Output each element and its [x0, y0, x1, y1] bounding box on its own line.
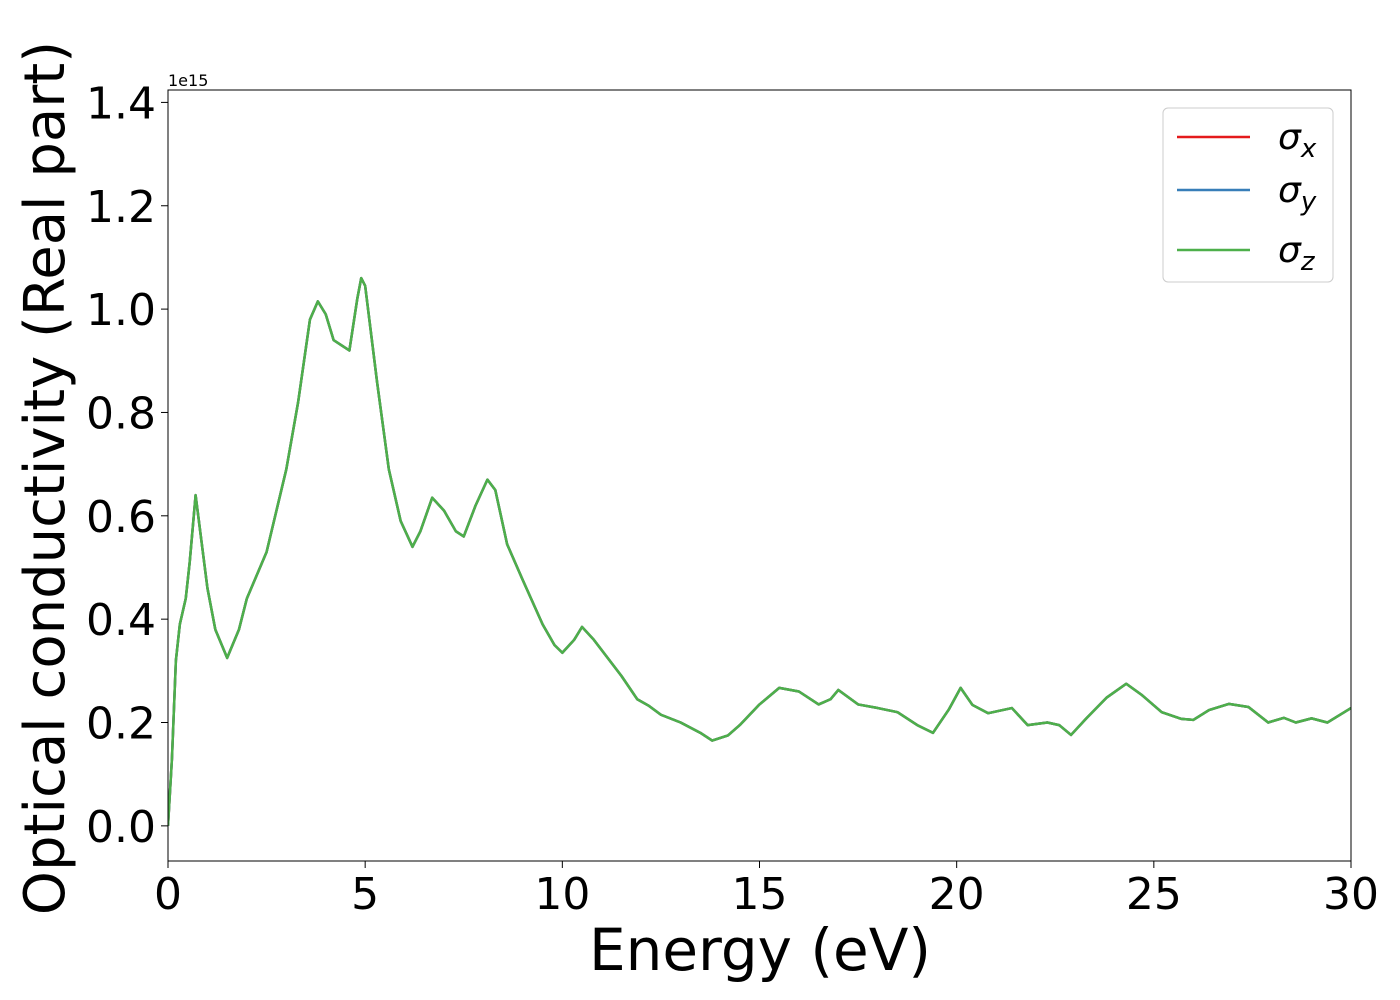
y-tick-label: 1.4	[86, 78, 156, 129]
legend-label: σz	[1278, 230, 1316, 277]
x-tick-label: 15	[732, 869, 788, 920]
x-tick-label: 0	[154, 869, 182, 920]
y-tick-label: 0.2	[86, 699, 156, 750]
line-series	[168, 276, 1351, 826]
line-series	[168, 276, 1351, 826]
y-tick-label: 0.6	[86, 492, 156, 543]
y-axis-label: Optical conductivity (Real part)	[13, 41, 78, 915]
x-tick-label: 5	[351, 869, 379, 920]
y-tick-label: 0.8	[86, 388, 156, 439]
x-tick-label: 25	[1126, 869, 1182, 920]
legend-box	[1162, 107, 1334, 283]
axis-offset: 1e15	[168, 71, 208, 90]
x-tick-label: 20	[929, 869, 985, 920]
y-tick-label: 1.2	[86, 182, 156, 233]
x-tick-label: 30	[1323, 869, 1379, 920]
y-tick-label: 0.0	[86, 802, 156, 853]
y-tick-label: 1.0	[86, 285, 156, 336]
x-axis-label: Energy (eV)	[589, 916, 931, 984]
y-tick-label: 0.4	[86, 595, 156, 646]
line-series	[168, 276, 1351, 826]
x-tick-label: 10	[534, 869, 590, 920]
legend-label: σx	[1278, 117, 1317, 164]
legend-label: σy	[1278, 170, 1317, 217]
plot-frame	[167, 89, 1352, 862]
